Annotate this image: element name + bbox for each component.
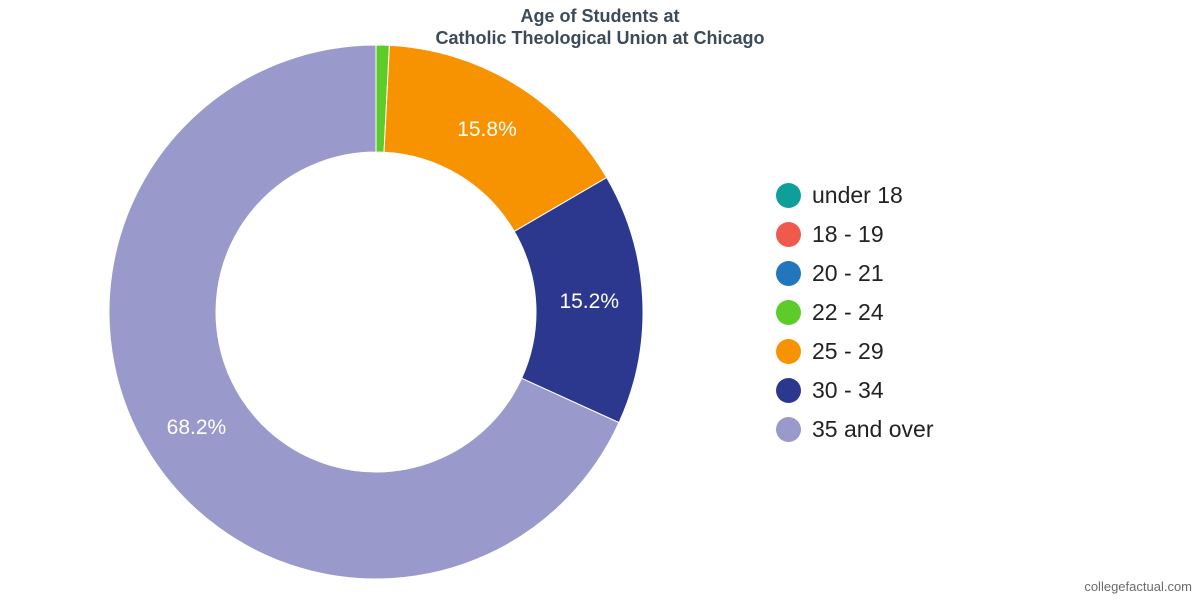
- watermark: collegefactual.com: [1084, 579, 1192, 594]
- slice-35-and-over[interactable]: [108, 44, 620, 580]
- legend-swatch: [776, 300, 801, 325]
- chart-title-line-2: Catholic Theological Union at Chicago: [435, 28, 765, 48]
- slice-label-25-29: 15.8%: [457, 118, 517, 141]
- slice-label-30-34: 15.2%: [559, 290, 619, 313]
- legend-item[interactable]: 18 - 19: [776, 215, 933, 254]
- legend-swatch: [776, 261, 801, 286]
- legend-label: 25 - 29: [812, 338, 884, 364]
- legend-swatch: [776, 339, 801, 364]
- legend-item[interactable]: 20 - 21: [776, 254, 933, 293]
- legend-label: under 18: [812, 182, 903, 208]
- legend-item[interactable]: 35 and over: [776, 410, 933, 449]
- legend-label: 30 - 34: [812, 377, 884, 403]
- chart-title-line-1: Age of Students at: [520, 6, 680, 26]
- legend-swatch: [776, 417, 801, 442]
- chart-legend: under 18 18 - 19 20 - 21 22 - 24 25 - 29 30 -…: [776, 176, 933, 449]
- legend-label: 18 - 19: [812, 221, 884, 247]
- legend-swatch: [776, 183, 801, 208]
- legend-swatch: [776, 222, 801, 247]
- legend-item[interactable]: under 18: [776, 176, 933, 215]
- legend-label: 20 - 21: [812, 260, 884, 286]
- legend-label: 22 - 24: [812, 299, 884, 325]
- legend-item[interactable]: 25 - 29: [776, 332, 933, 371]
- legend-item[interactable]: 22 - 24: [776, 293, 933, 332]
- legend-label: 35 and over: [812, 416, 934, 442]
- slice-label-35-and-over: 68.2%: [167, 416, 227, 439]
- legend-swatch: [776, 378, 801, 403]
- chart-title: Age of Students at Catholic Theological …: [0, 5, 1200, 49]
- legend-item[interactable]: 30 - 34: [776, 371, 933, 410]
